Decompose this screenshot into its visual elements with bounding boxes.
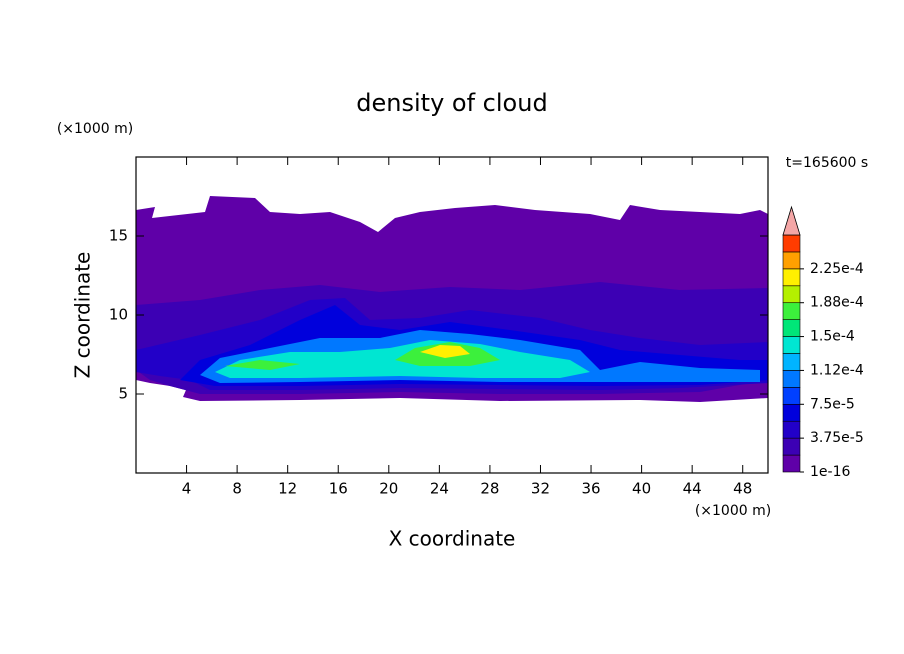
contour-field (136, 196, 768, 402)
colorbar-band (782, 370, 801, 388)
x-tick-label: 44 (683, 480, 702, 498)
colorbar-tick-label: 1e-16 (810, 464, 850, 480)
y-tick-label: 5 (118, 385, 128, 403)
y-axis-label: Z coordinate (71, 252, 95, 379)
colorbar-band (782, 251, 801, 270)
colorbar-tick-label: 2.25e-4 (810, 261, 864, 277)
y-unit: (×1000 m) (57, 121, 133, 137)
colorbar-band (782, 234, 801, 253)
colorbar-tick-label: 1.12e-4 (810, 362, 864, 378)
chart-title: density of cloud (356, 89, 547, 117)
colorbar-extension (782, 205, 801, 236)
x-tick-label: 8 (232, 480, 242, 498)
x-tick-label: 32 (531, 480, 550, 498)
x-unit: (×1000 m) (695, 503, 771, 519)
x-tick-label: 48 (733, 480, 752, 498)
x-tick-label: 4 (182, 480, 192, 498)
x-tick-label: 28 (480, 480, 499, 498)
colorbar-band (782, 420, 801, 439)
colorbar-band (782, 387, 801, 405)
x-tick-label: 16 (329, 480, 348, 498)
colorbar-tick-label: 1.88e-4 (810, 295, 864, 311)
colorbar-band (782, 353, 801, 371)
x-tick-label: 20 (379, 480, 398, 498)
colorbar-band (782, 302, 801, 320)
colorbar-band (782, 336, 801, 354)
colorbar-band (782, 268, 801, 287)
x-tick-label: 40 (632, 480, 651, 498)
colorbar-band (782, 319, 801, 337)
colorbar-tick-label: 1.5e-4 (810, 329, 855, 345)
x-axis-label: X coordinate (389, 527, 516, 551)
y-tick-label: 10 (109, 306, 128, 324)
colorbar-band (782, 285, 801, 304)
x-tick-label: 36 (581, 480, 600, 498)
colorbar-band (782, 437, 801, 456)
colorbar-band (782, 403, 801, 422)
colorbar-tick-label: 3.75e-5 (810, 430, 864, 446)
field-region (420, 345, 470, 358)
time-annotation: t=165600 s (786, 155, 868, 171)
x-tick-label: 12 (278, 480, 297, 498)
colorbar-band (782, 454, 801, 473)
colorbar-tick-label: 7.5e-5 (810, 396, 855, 412)
y-tick-label: 15 (109, 227, 128, 245)
x-tick-label: 24 (430, 480, 449, 498)
